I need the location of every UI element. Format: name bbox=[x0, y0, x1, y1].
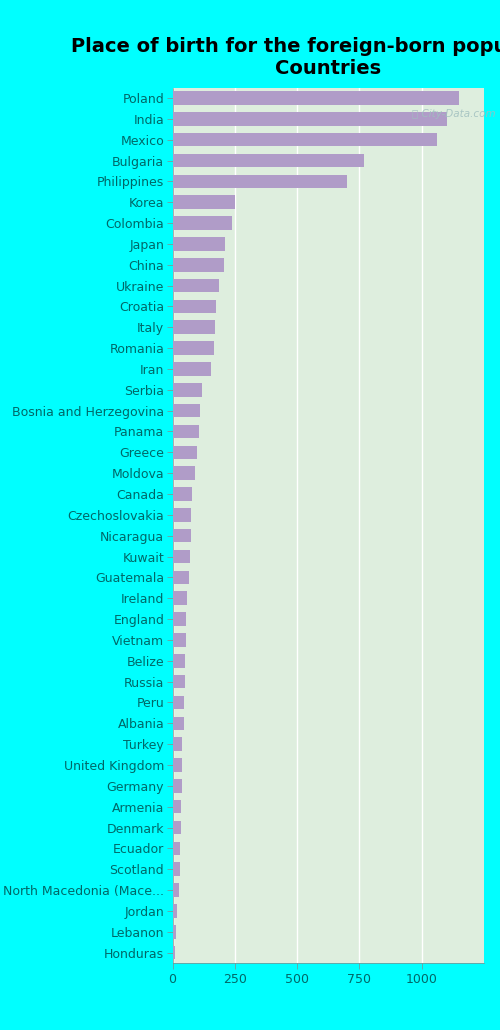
Bar bbox=[172, 383, 203, 397]
Bar bbox=[172, 153, 364, 167]
Bar bbox=[172, 946, 176, 959]
Bar bbox=[172, 571, 188, 584]
Bar bbox=[172, 821, 181, 834]
Bar bbox=[172, 654, 185, 667]
Text: ⓘ City-Data.com: ⓘ City-Data.com bbox=[412, 109, 496, 119]
Bar bbox=[172, 279, 218, 293]
Bar bbox=[172, 717, 184, 730]
Bar bbox=[172, 862, 180, 877]
Bar bbox=[172, 633, 186, 647]
Bar bbox=[172, 300, 216, 313]
Bar bbox=[172, 237, 225, 250]
Bar bbox=[172, 487, 193, 501]
Bar bbox=[172, 446, 198, 459]
Title: Place of birth for the foreign-born population -
Countries: Place of birth for the foreign-born popu… bbox=[71, 37, 500, 77]
Bar bbox=[172, 92, 459, 105]
Bar bbox=[172, 341, 214, 355]
Bar bbox=[172, 550, 190, 563]
Bar bbox=[172, 424, 199, 439]
Bar bbox=[172, 467, 195, 480]
Bar bbox=[172, 196, 235, 209]
Bar bbox=[172, 612, 186, 626]
Bar bbox=[172, 174, 347, 188]
Bar bbox=[172, 320, 215, 334]
Bar bbox=[172, 404, 200, 417]
Bar bbox=[172, 884, 178, 897]
Bar bbox=[172, 758, 182, 771]
Bar bbox=[172, 695, 184, 710]
Bar bbox=[172, 925, 176, 938]
Bar bbox=[172, 779, 182, 793]
Bar bbox=[172, 842, 180, 855]
Bar bbox=[172, 904, 178, 918]
Bar bbox=[172, 216, 233, 230]
Bar bbox=[172, 133, 436, 146]
Bar bbox=[172, 737, 182, 751]
Bar bbox=[172, 508, 191, 521]
Bar bbox=[172, 112, 446, 126]
Bar bbox=[172, 591, 188, 605]
Bar bbox=[172, 258, 224, 272]
Bar bbox=[172, 529, 191, 543]
Bar bbox=[172, 675, 185, 688]
Bar bbox=[172, 800, 181, 814]
Bar bbox=[172, 363, 211, 376]
